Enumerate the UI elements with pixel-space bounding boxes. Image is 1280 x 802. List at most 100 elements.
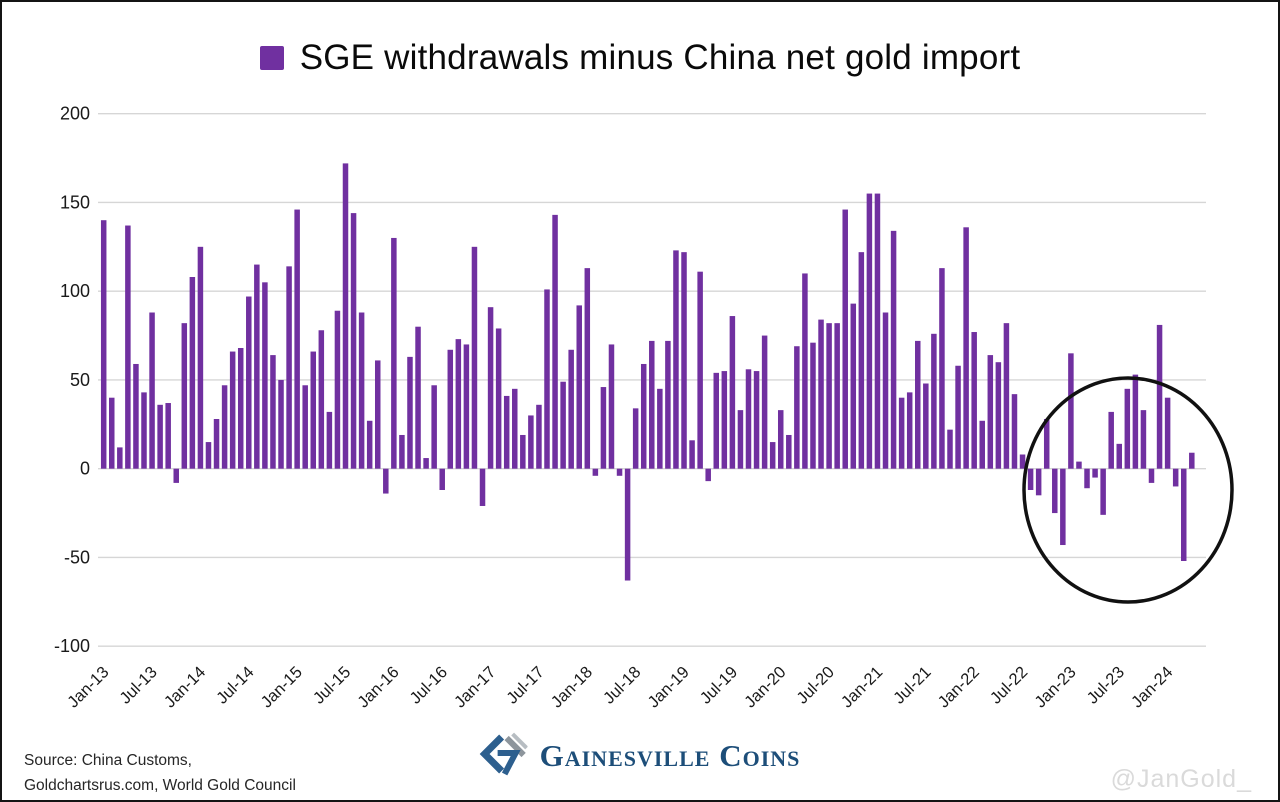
bar bbox=[294, 209, 300, 469]
bar bbox=[117, 447, 123, 469]
x-tick-label: Jul-20 bbox=[793, 663, 838, 708]
bar bbox=[133, 363, 139, 469]
x-tick-label: Jul-19 bbox=[697, 663, 742, 708]
bar bbox=[1180, 468, 1187, 561]
x-tick-label: Jul-21 bbox=[890, 663, 935, 708]
bar bbox=[729, 316, 736, 469]
bar bbox=[923, 383, 929, 469]
bar bbox=[213, 419, 220, 469]
bar bbox=[818, 319, 824, 469]
bar bbox=[737, 410, 744, 469]
legend-marker-square bbox=[259, 46, 284, 70]
bar bbox=[1084, 468, 1090, 489]
x-tick-label: Jul-14 bbox=[213, 663, 258, 708]
bar bbox=[987, 355, 994, 469]
bar bbox=[552, 214, 558, 469]
bar bbox=[826, 323, 832, 469]
bar bbox=[1011, 394, 1018, 469]
bar bbox=[1019, 454, 1026, 469]
bar bbox=[262, 282, 268, 469]
bar bbox=[1172, 468, 1179, 487]
bar bbox=[391, 237, 397, 469]
bar bbox=[1060, 468, 1066, 546]
bar bbox=[1100, 468, 1106, 515]
bar bbox=[802, 273, 808, 469]
bar bbox=[471, 246, 478, 469]
bar bbox=[254, 264, 260, 469]
x-tick-label: Jan-24 bbox=[1128, 663, 1176, 711]
bar bbox=[721, 371, 728, 469]
bar bbox=[761, 335, 768, 469]
bar bbox=[125, 225, 131, 469]
bar bbox=[1148, 468, 1155, 483]
bar bbox=[931, 333, 937, 469]
bar bbox=[334, 310, 341, 469]
bar bbox=[616, 468, 623, 476]
bar bbox=[366, 420, 373, 469]
bar bbox=[350, 213, 357, 469]
bar bbox=[842, 209, 848, 469]
bar bbox=[181, 323, 188, 469]
bar bbox=[794, 346, 800, 469]
bar bbox=[1027, 468, 1034, 490]
bar bbox=[109, 397, 115, 469]
bar bbox=[173, 468, 179, 483]
bar bbox=[487, 307, 494, 469]
bar bbox=[197, 246, 204, 469]
bar bbox=[1164, 397, 1171, 469]
y-tick-label: 50 bbox=[70, 370, 90, 390]
x-tick-label: Jul-23 bbox=[1084, 663, 1129, 708]
y-tick-label: -100 bbox=[54, 636, 90, 656]
bar bbox=[423, 458, 429, 469]
gainesville-coins-logo-text: Gainesville Coins bbox=[539, 738, 801, 773]
bar bbox=[512, 388, 518, 469]
bar bbox=[1116, 443, 1123, 469]
bar bbox=[326, 411, 333, 469]
bar bbox=[810, 342, 816, 469]
bar bbox=[1124, 388, 1131, 469]
bar bbox=[165, 403, 171, 469]
bar bbox=[1003, 323, 1010, 469]
chart-title: SGE withdrawals minus China net gold imp… bbox=[299, 38, 1021, 77]
bar bbox=[640, 363, 647, 469]
bar bbox=[1132, 374, 1139, 469]
bar bbox=[1092, 468, 1098, 478]
bar bbox=[568, 349, 574, 469]
bar bbox=[447, 349, 454, 469]
x-tick-label: Jan-13 bbox=[64, 663, 112, 711]
bar bbox=[1068, 353, 1074, 469]
bar bbox=[455, 339, 462, 469]
bar bbox=[753, 371, 760, 469]
bar bbox=[769, 442, 776, 469]
bar bbox=[318, 330, 325, 469]
x-tick-label: Jan-16 bbox=[354, 663, 402, 711]
bar bbox=[342, 163, 349, 469]
bar bbox=[971, 332, 977, 469]
y-tick-label: 150 bbox=[60, 192, 90, 212]
bar bbox=[1076, 461, 1082, 469]
bar bbox=[592, 468, 599, 476]
bar bbox=[649, 340, 655, 469]
bar bbox=[278, 379, 284, 469]
x-tick-label: Jan-23 bbox=[1031, 663, 1079, 711]
bar bbox=[149, 312, 155, 469]
bar bbox=[1140, 410, 1147, 469]
x-tick-label: Jan-21 bbox=[838, 663, 886, 711]
bar bbox=[882, 312, 889, 469]
bar bbox=[624, 468, 631, 581]
bar bbox=[608, 344, 615, 469]
bar bbox=[270, 355, 276, 469]
bar bbox=[1156, 324, 1163, 469]
x-tick-label: Jul-16 bbox=[407, 663, 452, 708]
bar bbox=[995, 362, 1002, 469]
bar bbox=[189, 277, 196, 469]
bar bbox=[560, 381, 566, 469]
bar bbox=[979, 420, 985, 469]
x-tick-label: Jul-15 bbox=[310, 663, 355, 708]
bar bbox=[246, 296, 252, 469]
bar bbox=[536, 404, 542, 469]
bar bbox=[1108, 411, 1114, 469]
bar bbox=[786, 434, 792, 469]
bar bbox=[713, 372, 720, 469]
